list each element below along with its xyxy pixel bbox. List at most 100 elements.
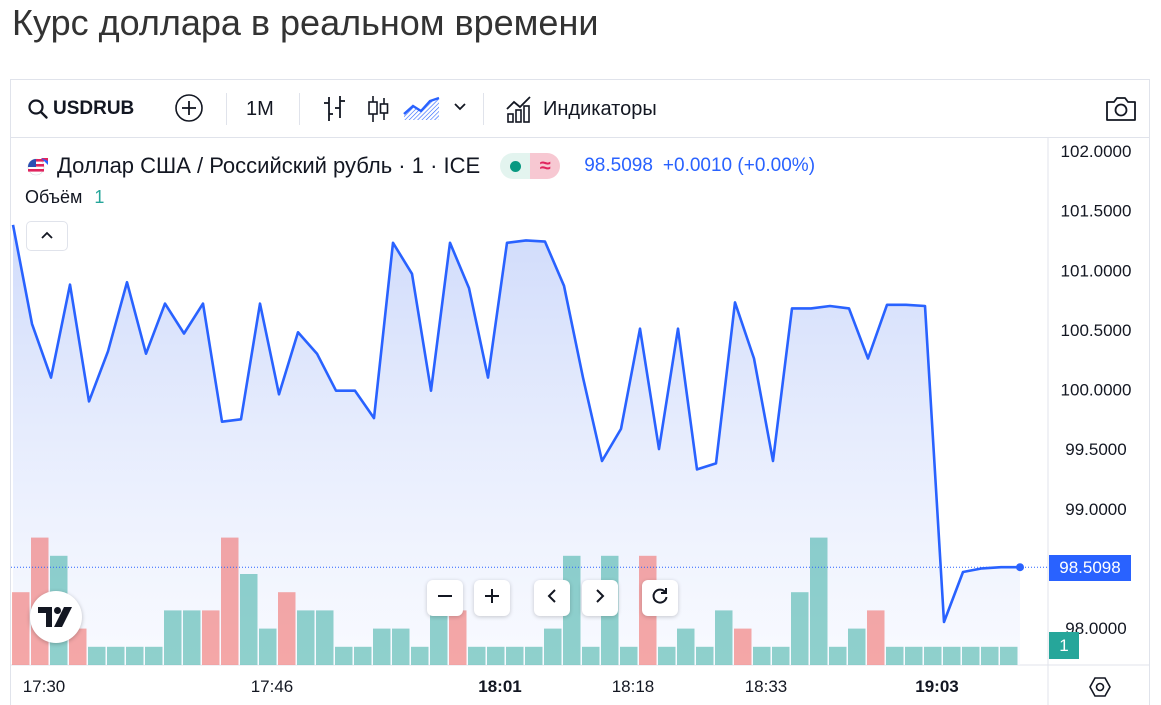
time-axis-label: 18:33	[745, 677, 788, 696]
volume-bar	[696, 646, 714, 665]
chart-settings-button[interactable]	[1088, 675, 1112, 704]
chart-toolbar: USDRUB 1M	[11, 80, 1149, 138]
volume-bar	[791, 592, 809, 665]
volume-bar	[278, 592, 296, 665]
price-axis-label: 100.0000	[1061, 381, 1132, 400]
volume-bar	[658, 646, 676, 665]
price-axis-label: 98.0000	[1065, 619, 1126, 638]
volume-bar	[525, 646, 543, 665]
data-delay-icon: ≈	[530, 153, 561, 179]
volume-bar	[886, 646, 904, 665]
indicators-label: Индикаторы	[543, 97, 657, 120]
tradingview-logo[interactable]	[30, 591, 82, 643]
interval-button[interactable]: 1M	[246, 97, 274, 120]
symbol-name: USDRUB	[53, 98, 135, 119]
last-price-dot	[1016, 563, 1024, 572]
plus-icon	[483, 587, 501, 610]
collapse-legend-button[interactable]	[26, 221, 68, 251]
volume-bar	[753, 646, 771, 665]
minus-icon	[436, 587, 454, 610]
volume-bar	[240, 574, 258, 665]
bars-chart-button[interactable]	[320, 94, 348, 124]
reset-chart-button[interactable]	[642, 580, 678, 616]
us-ru-flag-icon	[23, 156, 49, 176]
volume-bar	[468, 646, 486, 665]
snapshot-button[interactable]	[1104, 95, 1138, 123]
symbol-search-button[interactable]: USDRUB	[27, 94, 134, 124]
chart-legend: Доллар США / Российский рубль · 1 · ICE …	[23, 151, 815, 181]
candles-chart-button[interactable]	[366, 94, 390, 124]
compare-symbol-button[interactable]	[174, 93, 204, 123]
price-axis-label: 99.5000	[1065, 440, 1126, 459]
volume-tag: 1	[1049, 632, 1079, 659]
volume-bar	[107, 646, 125, 665]
volume-bar	[392, 628, 410, 665]
volume-bar	[259, 628, 277, 665]
chevron-down-icon	[452, 99, 468, 115]
time-axis-label: 17:30	[23, 677, 66, 696]
volume-bar	[373, 628, 391, 665]
volume-bar	[12, 592, 30, 665]
toolbar-divider	[226, 93, 227, 125]
volume-bar	[677, 628, 695, 665]
volume-bar	[867, 610, 885, 665]
volume-bar	[734, 628, 752, 665]
price-axis-label: 101.0000	[1061, 261, 1132, 280]
chart-type-dropdown[interactable]	[452, 99, 468, 115]
volume-bar	[449, 610, 467, 665]
camera-icon	[1104, 95, 1138, 123]
price-line	[11, 224, 1020, 624]
volume-bar	[772, 646, 790, 665]
scroll-right-button[interactable]	[582, 580, 618, 616]
chevron-left-icon	[545, 588, 559, 609]
zoom-in-button[interactable]	[474, 580, 510, 616]
chevron-up-icon	[40, 227, 54, 245]
volume-bar	[221, 537, 239, 665]
volume-bar	[962, 646, 980, 665]
search-icon	[27, 98, 49, 120]
legend-change: +0.0010 (+0.00%)	[662, 155, 816, 176]
volume-bar	[316, 610, 334, 665]
time-axis-label: 19:03	[915, 677, 958, 696]
area-chart-button[interactable]	[403, 96, 441, 122]
volume-bar	[829, 646, 847, 665]
price-axis-label: 100.5000	[1061, 321, 1132, 340]
volume-value: 1	[94, 187, 105, 207]
reset-icon	[650, 586, 670, 611]
volume-bar	[943, 646, 961, 665]
volume-bar	[164, 610, 182, 665]
volume-bar	[620, 646, 638, 665]
bars-icon	[320, 94, 348, 124]
volume-bar	[487, 646, 505, 665]
volume-bar	[981, 646, 999, 665]
symbol-description[interactable]: Доллар США / Российский рубль · 1 · ICE	[57, 153, 481, 178]
toolbar-divider	[483, 93, 484, 125]
market-status-badge[interactable]: ≈	[500, 153, 561, 179]
volume-bar	[848, 628, 866, 665]
plus-circle-icon	[174, 93, 204, 123]
price-axis-label: 102.0000	[1061, 142, 1132, 161]
time-axis-label: 18:18	[612, 677, 655, 696]
volume-bar	[1000, 646, 1018, 665]
volume-bar	[126, 646, 144, 665]
volume-bar	[905, 646, 923, 665]
price-axis-label: 101.5000	[1061, 202, 1132, 221]
volume-bar	[88, 646, 106, 665]
legend-price: 98.5098	[584, 155, 653, 176]
time-axis-label: 18:01	[478, 677, 521, 696]
volume-label: Объём	[25, 187, 83, 207]
volume-bar	[715, 610, 733, 665]
volume-bar	[354, 646, 372, 665]
page-title: Курс доллара в реальном времени	[12, 2, 599, 43]
volume-bar	[411, 646, 429, 665]
candles-icon	[366, 94, 390, 124]
volume-bar	[335, 646, 353, 665]
volume-bar	[69, 628, 87, 665]
scroll-left-button[interactable]	[534, 580, 570, 616]
volume-bar	[202, 610, 220, 665]
gear-icon	[1088, 677, 1112, 703]
indicators-button[interactable]: Индикаторы	[505, 94, 657, 124]
volume-bar	[810, 537, 828, 665]
chevron-right-icon	[593, 588, 607, 609]
zoom-out-button[interactable]	[427, 580, 463, 616]
